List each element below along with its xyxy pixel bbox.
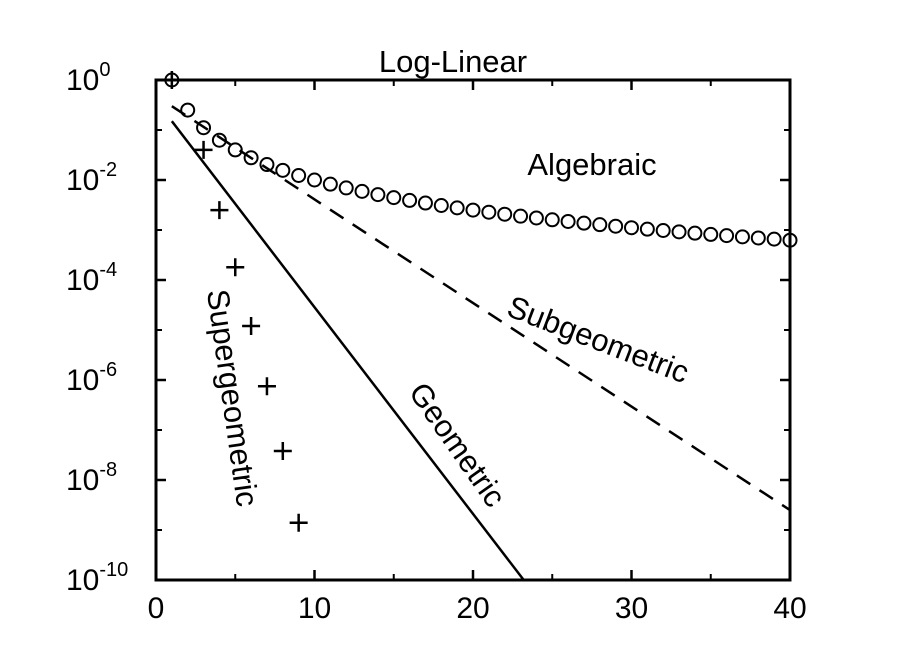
y-tick-base: 10 (66, 164, 99, 197)
supergeometric-point (226, 258, 245, 277)
subgeometric-annotation: Subgeometric (503, 289, 694, 390)
y-tick-label: 10-4 (66, 259, 117, 297)
subgeometric-line (171, 105, 791, 512)
y-tick-label: 10-10 (66, 559, 128, 597)
algebraic-point (481, 204, 497, 220)
algebraic-point (750, 230, 766, 246)
supergeometric-point (242, 317, 261, 336)
algebraic-point (291, 168, 307, 184)
y-tick-base: 10 (66, 464, 99, 497)
algebraic-point (703, 226, 719, 242)
algebraic-point (687, 225, 703, 241)
algebraic-point (592, 217, 608, 233)
y-tick-base: 10 (66, 564, 99, 597)
algebraic-point (402, 192, 418, 208)
algebraic-point (734, 229, 750, 245)
algebraic-point (513, 208, 529, 224)
x-tick-label: 20 (456, 592, 489, 625)
algebraic-point (639, 221, 655, 237)
algebraic-point (449, 200, 465, 216)
algebraic-annotation: Algebraic (527, 147, 656, 182)
y-tick-label: 10-6 (66, 359, 117, 397)
geometric-line (170, 120, 525, 581)
algebraic-point (370, 187, 386, 203)
supergeometric-point (289, 513, 308, 532)
supergeometric-point (194, 140, 213, 159)
algebraic-point (180, 102, 196, 118)
algebraic-point (433, 198, 449, 214)
algebraic-point (338, 180, 354, 196)
y-tick-exponent: 0 (99, 59, 110, 81)
y-tick-base: 10 (66, 264, 99, 297)
y-tick-exponent: -4 (99, 259, 117, 281)
algebraic-point (354, 183, 370, 199)
x-tick-label: 10 (298, 592, 331, 625)
plot-area: 0 10 20 30 4010010-210-410-610-810-10Algebra… (66, 59, 807, 625)
algebraic-point (275, 162, 291, 178)
algebraic-point (560, 213, 576, 229)
algebraic-point (322, 176, 338, 192)
supergeometric-point (210, 201, 229, 220)
algebraic-point (227, 142, 243, 158)
supergeometric-point (162, 71, 181, 89)
y-tick-exponent: -6 (99, 359, 117, 381)
algebraic-point (528, 210, 544, 226)
algebraic-point (196, 120, 212, 136)
algebraic-point (655, 223, 671, 239)
chart-title: Log-Linear (379, 44, 527, 79)
algebraic-point (544, 212, 560, 228)
algebraic-point (671, 224, 687, 240)
y-tick-exponent: -2 (99, 159, 117, 181)
x-tick-label: 30 (615, 592, 648, 625)
algebraic-point (608, 218, 624, 234)
algebraic-point (243, 150, 259, 166)
algebraic-point (624, 220, 639, 236)
algebraic-point (576, 215, 592, 231)
algebraic-point (417, 195, 433, 211)
x-tick-label: 0 (148, 592, 165, 625)
algebraic-point (386, 190, 402, 206)
y-tick-base: 10 (66, 64, 99, 97)
algebraic-point (497, 206, 513, 222)
y-tick-exponent: -8 (99, 459, 117, 481)
algebraic-point (259, 157, 275, 173)
algebraic-point (465, 202, 481, 218)
y-tick-base: 10 (66, 364, 99, 397)
y-tick-label: 10-2 (66, 159, 117, 197)
y-tick-exponent: -10 (99, 559, 128, 581)
algebraic-point (307, 172, 322, 188)
algebraic-point (766, 231, 782, 247)
algebraic-point (782, 232, 798, 248)
y-tick-label: 10-8 (66, 459, 117, 497)
x-tick-label: 40 (773, 592, 806, 625)
supergeometric-point (257, 377, 276, 396)
y-tick-label: 100 (66, 59, 111, 97)
algebraic-point (719, 228, 735, 244)
supergeometric-annotation: Supergeometric (200, 287, 265, 509)
supergeometric-point (273, 442, 292, 461)
